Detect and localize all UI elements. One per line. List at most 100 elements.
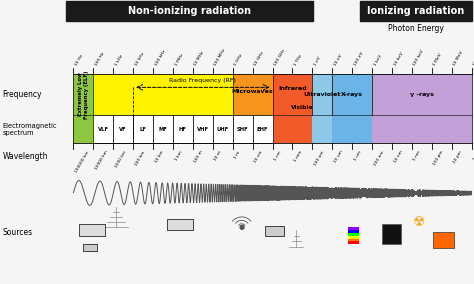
Text: TV: TV [175,221,185,227]
Bar [372,74,472,115]
Text: 10000 km: 10000 km [94,150,109,171]
Text: Extremely Low
Frequency (ELF): Extremely Low Frequency (ELF) [78,70,89,119]
Text: 10 eV: 10 eV [333,54,343,67]
Text: 1 MHz: 1 MHz [174,53,184,67]
Text: MW: MW [88,227,97,233]
Bar [332,115,372,143]
Text: 100 keV: 100 keV [413,49,425,67]
Bar [348,227,359,230]
Text: 100 GHz: 100 GHz [273,49,286,67]
Bar [80,224,105,236]
Text: 10 cm: 10 cm [254,150,264,164]
Bar [73,115,93,143]
Text: 10 um: 10 um [333,150,344,164]
Bar [73,74,93,115]
Text: Photon Energy: Photon Energy [388,24,444,33]
Text: 100 km: 100 km [134,150,146,166]
Text: Sources: Sources [2,228,33,237]
Text: Microwaves: Microwaves [232,89,273,94]
Text: 1 cm: 1 cm [273,150,283,161]
Text: SHF: SHF [237,127,248,132]
Bar [193,115,213,143]
Text: Radio Frequency (RF): Radio Frequency (RF) [169,78,237,83]
Text: 100 kHz: 100 kHz [154,49,166,67]
Text: 1000 km: 1000 km [114,150,127,168]
Text: ☢: ☢ [413,214,426,229]
Bar [312,115,332,143]
Bar [265,227,284,236]
Text: 100 MHz: 100 MHz [214,48,227,67]
Text: UHF: UHF [217,127,229,132]
Text: 100 MeV: 100 MeV [473,48,474,67]
Text: MF: MF [159,127,167,132]
Bar [348,236,359,239]
Bar [133,115,153,143]
Bar [348,230,359,233]
Bar [348,239,359,241]
Bar [93,115,273,143]
Text: 10 keV: 10 keV [393,52,404,67]
Text: X-rays: X-rays [341,92,363,97]
Bar [312,74,332,115]
Bar [360,1,472,21]
Bar [332,74,372,115]
Text: Non-ionizing radiation: Non-ionizing radiation [128,6,251,16]
Text: 10 MHz: 10 MHz [194,51,205,67]
Bar [273,115,312,143]
Bar [348,233,359,236]
Text: 10 GHz: 10 GHz [254,51,265,67]
Bar [167,219,193,230]
Bar [372,115,472,143]
Text: 1 nm: 1 nm [413,150,422,162]
Bar [253,115,273,143]
Bar [233,115,253,143]
Text: 1 mm: 1 mm [293,150,303,163]
Bar [213,115,233,143]
Text: EHF: EHF [257,127,268,132]
Bar [93,115,113,143]
Bar [173,115,193,143]
Text: 100 m: 100 m [194,150,204,164]
Text: 100 pm: 100 pm [433,150,445,166]
Bar [153,115,173,143]
Bar [382,224,401,244]
Text: 100 Hz: 100 Hz [94,52,105,67]
Text: 1 GHz: 1 GHz [234,53,244,67]
Text: 10 Hz: 10 Hz [74,54,84,67]
Bar [432,232,454,248]
Text: 1 keV: 1 keV [373,54,383,67]
Bar [93,74,233,115]
Bar [348,241,359,244]
Text: ●: ● [239,224,245,230]
Text: Ionizing radiation: Ionizing radiation [367,6,465,16]
Text: 1 um: 1 um [353,150,362,162]
Text: 10 pm: 10 pm [453,150,463,164]
Text: HF: HF [179,127,187,132]
Text: 100 eV: 100 eV [353,51,365,67]
Text: 1 THz: 1 THz [293,54,303,67]
Bar [273,74,312,115]
Text: Infrared: Infrared [278,86,307,91]
Text: 1 kHz: 1 kHz [114,54,124,67]
Text: 1 pm: 1 pm [473,150,474,162]
Text: 🧠: 🧠 [440,235,446,245]
Text: 10 kHz: 10 kHz [134,52,145,67]
Bar [83,243,97,250]
Text: 10 nm: 10 nm [393,150,403,164]
Text: 10 MeV: 10 MeV [453,51,465,67]
Text: γ -rays: γ -rays [410,92,434,97]
Text: 1 eV: 1 eV [313,56,322,67]
Text: 10 km: 10 km [154,150,164,164]
Text: LF: LF [140,127,146,132]
Text: 1 km: 1 km [174,150,183,161]
Bar [233,74,273,115]
Text: 1 m: 1 m [234,150,241,159]
Text: VLF: VLF [98,127,109,132]
Text: 10 m: 10 m [214,150,223,162]
Bar [66,1,313,21]
Text: 1 MeV: 1 MeV [433,53,443,67]
Text: Electromagnetic
spectrum: Electromagnetic spectrum [2,123,57,136]
Text: VHF: VHF [197,127,209,132]
Text: Frequency: Frequency [2,90,42,99]
Text: 100 nm: 100 nm [373,150,385,166]
